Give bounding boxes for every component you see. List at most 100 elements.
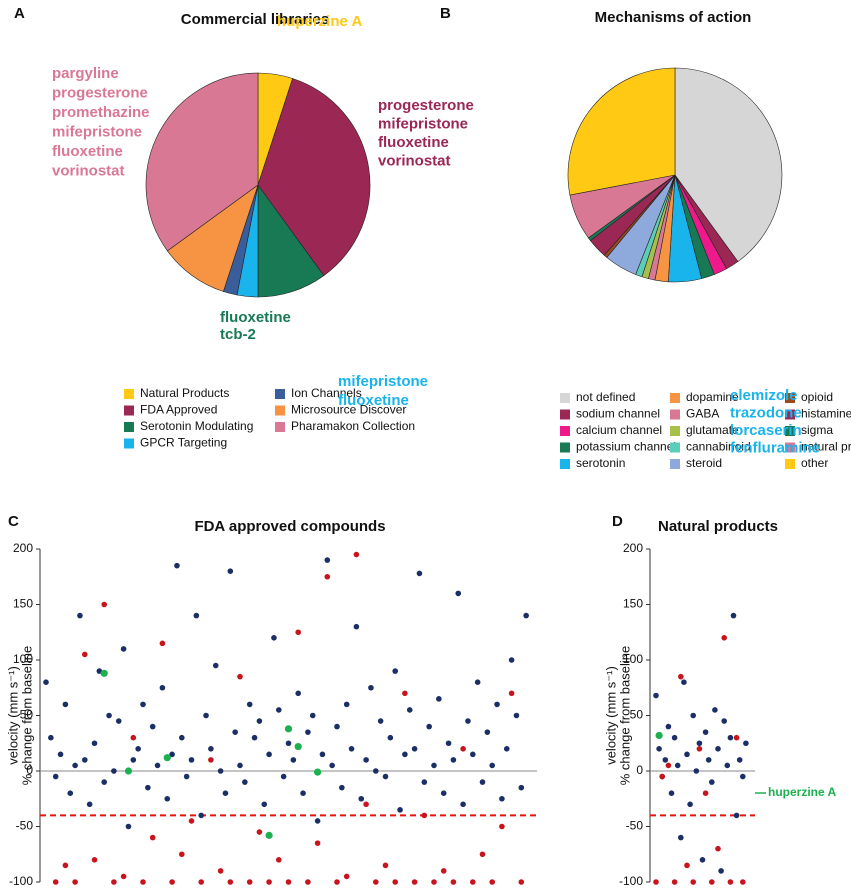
- y-tick-label: 150: [623, 597, 643, 611]
- data-point: [124, 767, 133, 775]
- data-point: [284, 725, 293, 733]
- data-point: [324, 573, 331, 580]
- data-point: [665, 723, 672, 730]
- data-point: [319, 751, 326, 758]
- data-point: [702, 729, 709, 735]
- y-tick-label: 100: [13, 652, 33, 666]
- data-point: [169, 879, 175, 885]
- data-point: [276, 857, 282, 863]
- data-point: [523, 612, 529, 619]
- data-point: [101, 779, 107, 785]
- data-point: [183, 773, 190, 780]
- data-point: [421, 812, 428, 819]
- legend-label: Natural Products: [140, 386, 229, 400]
- data-point: [120, 646, 127, 652]
- legend-label: sigma: [801, 423, 833, 437]
- legend-swatch: [670, 409, 680, 420]
- data-point: [324, 557, 331, 563]
- data-point: [479, 851, 486, 858]
- data-point: [733, 734, 740, 741]
- data-point: [193, 612, 200, 619]
- data-point: [52, 773, 59, 780]
- data-point: [696, 740, 703, 747]
- data-point: [106, 712, 112, 719]
- data-point: [237, 673, 243, 680]
- data-point: [334, 723, 340, 730]
- data-point: [721, 635, 727, 641]
- data-point: [111, 879, 117, 885]
- data-point: [208, 746, 214, 752]
- data-point: [82, 757, 88, 763]
- data-point: [455, 590, 462, 597]
- y-tick-label: 200: [13, 541, 33, 555]
- data-point: [696, 746, 703, 752]
- legend-label: opioid: [801, 390, 833, 404]
- legend-label: histamine: [801, 407, 851, 421]
- legend-swatch: [670, 442, 680, 453]
- pie-slice: [674, 67, 783, 262]
- legend-label: Ion Channels: [291, 386, 362, 400]
- data-point: [159, 640, 166, 647]
- data-point: [513, 712, 520, 719]
- annotation: clemizole: [730, 387, 798, 404]
- chart-title: Mechanisms of action: [595, 9, 752, 26]
- data-point: [727, 734, 734, 741]
- data-point: [67, 790, 74, 796]
- data-point: [115, 718, 122, 724]
- legend-label: glutamate: [686, 423, 739, 437]
- legend-swatch: [785, 426, 795, 436]
- data-point: [266, 879, 272, 885]
- legend-label: not defined: [576, 390, 635, 404]
- data-point: [503, 746, 510, 752]
- data-point: [217, 768, 224, 774]
- data-point: [518, 784, 525, 791]
- legend-swatch: [275, 422, 285, 432]
- data-point: [86, 801, 93, 808]
- data-point: [290, 757, 297, 763]
- data-point: [499, 823, 505, 830]
- y-tick-label: 150: [13, 597, 33, 611]
- data-point: [198, 812, 204, 819]
- pie-slice: [145, 72, 259, 252]
- data-point: [140, 879, 146, 885]
- data-point: [72, 762, 78, 769]
- data-point: [699, 857, 706, 863]
- data-point: [246, 879, 253, 885]
- legend-label: potassium channel: [576, 440, 676, 454]
- legend-label: cannabinoid: [686, 440, 751, 454]
- legend-label: FDA Approved: [140, 403, 217, 417]
- data-point: [402, 690, 408, 697]
- data-point: [130, 734, 137, 741]
- y-tick-label: -50: [16, 819, 34, 833]
- data-point: [508, 690, 515, 697]
- data-point: [251, 734, 258, 741]
- legend-swatch: [560, 426, 570, 436]
- data-point: [678, 673, 684, 680]
- legend-label: other: [801, 456, 828, 470]
- data-point: [705, 757, 712, 763]
- data-point: [460, 746, 466, 752]
- data-point: [285, 879, 292, 885]
- y-tick-label: 50: [20, 708, 34, 722]
- annotation: progesterone: [378, 97, 474, 114]
- legend-swatch: [560, 393, 570, 403]
- data-point: [445, 740, 452, 747]
- legend-label: GPCR Targeting: [140, 436, 227, 450]
- annotation: tcb-2: [220, 326, 256, 343]
- annotation: pargyline: [52, 65, 119, 82]
- data-point: [265, 831, 273, 839]
- data-point: [188, 757, 195, 763]
- data-point: [363, 757, 369, 763]
- data-point: [208, 757, 214, 763]
- data-point: [203, 712, 209, 719]
- data-point: [484, 729, 491, 735]
- data-point: [295, 629, 302, 636]
- panel-letter: B: [440, 5, 451, 22]
- data-point: [489, 762, 496, 769]
- data-point: [343, 701, 350, 708]
- data-point: [421, 779, 428, 785]
- data-point: [489, 879, 496, 885]
- y-axis-label: % change from baseline: [19, 646, 34, 785]
- legend-label: natural products: [801, 440, 851, 454]
